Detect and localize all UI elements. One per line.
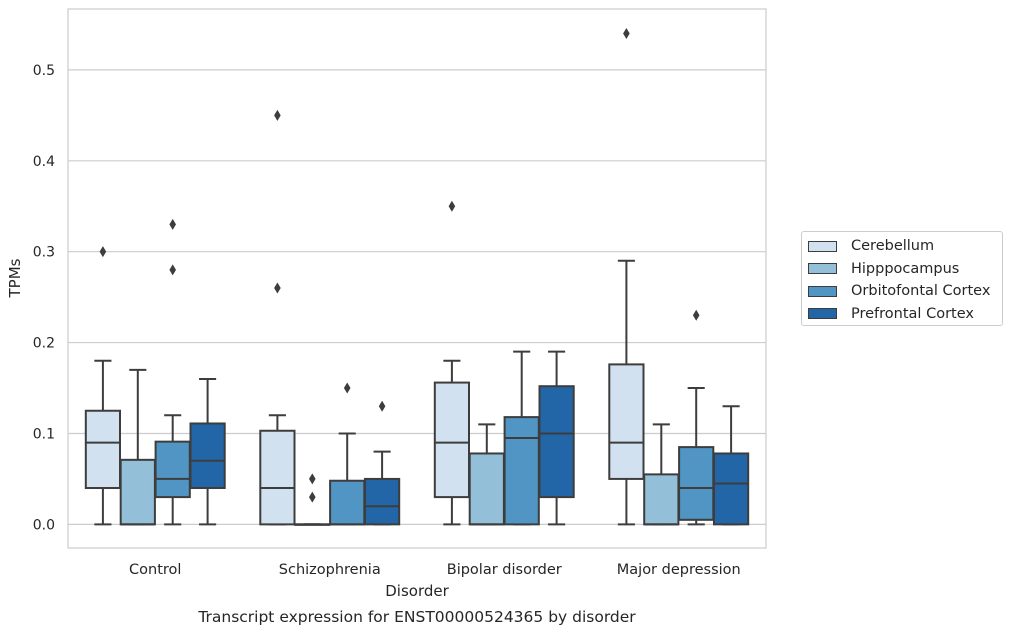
outlier-point [169,264,176,276]
legend-item: Cerebellum [808,236,934,256]
y-tick-label: 0.5 [33,63,55,79]
outlier-point [692,309,700,321]
box-1-3 [643,423,680,526]
box-iqr [363,477,401,526]
outlier-point [343,382,351,394]
outlier-point [309,491,316,503]
x-tick-label: Bipolar disorder [447,562,562,578]
box-2-0 [154,218,191,526]
box-3-2 [538,350,575,526]
legend-label: Orbitofontal Cortex [851,283,991,299]
box-iqr [119,458,156,526]
box-iqr [259,429,296,526]
box-iqr [538,385,575,499]
outlier-point [623,28,630,40]
legend: Cerebellum Hipppocampus Orbitofontal Corte… [801,231,1003,326]
box-1-0 [119,368,156,526]
y-tick-label: 0.3 [33,245,55,261]
box-2-1 [329,382,366,526]
y-tick-labels: 0.0 0.1 0.2 0.3 0.4 0.5 [33,63,55,533]
legend-item: Orbitofontal Cortex [808,281,990,301]
chart-caption: Transcript expression for ENST0000052436… [197,608,636,626]
box-1-1 [294,473,331,526]
legend-label: Prefrontal Cortex [851,305,974,322]
box-iqr [189,422,226,490]
outlier-point [274,282,281,294]
x-axis-label: Disorder [385,582,449,600]
outlier-point [448,200,456,212]
outlier-point [169,218,176,230]
legend-swatch [808,240,837,252]
box-2-2 [503,350,540,526]
y-tick-label: 0.4 [33,154,55,170]
box-iqr [468,452,505,526]
legend-label: Cerebellum [851,238,935,254]
box-iqr [84,409,122,490]
legend-swatch [808,285,837,297]
box-0-2 [433,200,471,526]
legend-item: Prefrontal Cortex [808,304,974,324]
box-iqr [608,363,645,480]
box-3-3 [712,405,750,526]
legend-label: Hipppocampus [851,260,960,277]
box-iqr [154,440,191,499]
legend-swatch [808,308,837,319]
x-tick-label: Schizophrenia [279,562,381,578]
y-axis-label: TPMs [6,258,24,298]
box-iqr [643,473,680,526]
box-1-2 [468,423,505,526]
box-0-1 [259,109,296,526]
box-iqr [678,446,715,521]
outlier-point [274,109,281,121]
box-3-0 [189,377,226,526]
plot-area-frame [67,8,767,549]
box-0-3 [608,28,645,526]
x-tick-label: Major depression [617,562,741,578]
box-3-1 [363,400,401,526]
y-tick-label: 0.1 [33,426,55,442]
legend-swatch [808,263,837,274]
box-0-0 [84,246,122,526]
box-iqr [503,416,540,526]
box-iqr [433,381,471,499]
box-iqr [329,479,366,526]
box-iqr [712,452,750,526]
legend-item: Hipppocampus [808,259,959,279]
box-series [84,28,750,526]
x-tick-label: Control [129,562,181,578]
y-tick-label: 0.2 [33,336,55,352]
outlier-point [99,246,107,258]
y-tick-label: 0.0 [33,517,55,533]
outlier-point [378,400,386,412]
x-tick-labels: Control Schizophrenia Bipolar disorder Majo… [129,562,741,578]
outlier-point [309,473,316,485]
